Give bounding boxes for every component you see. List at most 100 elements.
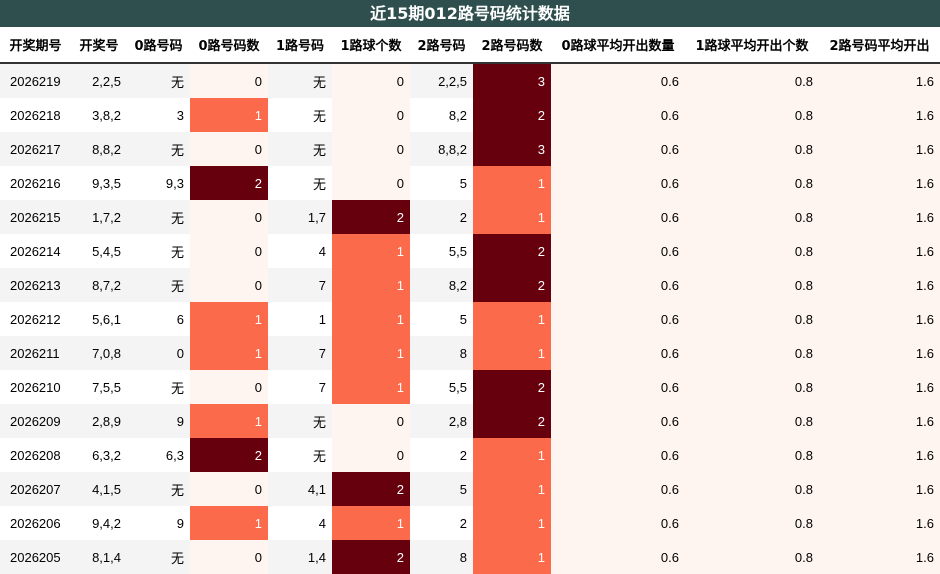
- road1-average-cell: 0.8: [685, 63, 819, 98]
- header-road0-count: 0路号码数: [190, 27, 268, 64]
- road1-numbers-cell: 1: [268, 302, 332, 336]
- road1-average-cell: 0.8: [685, 438, 819, 472]
- table-row: 2026214 5,4,5 无 0 4 1 5,5 2 0.6 0.8 1.6: [0, 234, 940, 268]
- road2-average-cell: 1.6: [819, 472, 940, 506]
- road2-average-cell: 1.6: [819, 63, 940, 98]
- road0-average-cell: 0.6: [551, 302, 685, 336]
- road1-numbers-cell: 无: [268, 132, 332, 166]
- road2-numbers-cell: 5: [410, 302, 473, 336]
- table-title: 近15期012路号码统计数据: [0, 0, 940, 27]
- period-cell: 2026216: [0, 166, 71, 200]
- road0-count-cell: 1: [190, 302, 268, 336]
- road2-numbers-cell: 2: [410, 200, 473, 234]
- draw-cell: 5,4,5: [71, 234, 127, 268]
- header-road0-average: 0路球平均开出数量: [551, 27, 685, 64]
- road1-numbers-cell: 4: [268, 506, 332, 540]
- period-cell: 2026206: [0, 506, 71, 540]
- road1-average-cell: 0.8: [685, 302, 819, 336]
- period-cell: 2026217: [0, 132, 71, 166]
- road0-count-cell: 0: [190, 370, 268, 404]
- road0-average-cell: 0.6: [551, 234, 685, 268]
- road1-average-cell: 0.8: [685, 234, 819, 268]
- road2-average-cell: 1.6: [819, 200, 940, 234]
- road2-numbers-cell: 8: [410, 336, 473, 370]
- road0-count-cell: 0: [190, 132, 268, 166]
- road0-average-cell: 0.6: [551, 132, 685, 166]
- period-cell: 2026215: [0, 200, 71, 234]
- road2-average-cell: 1.6: [819, 336, 940, 370]
- table-row: 2026218 3,8,2 3 1 无 0 8,2 2 0.6 0.8 1.6: [0, 98, 940, 132]
- road1-count-cell: 0: [332, 132, 410, 166]
- road0-numbers-cell: 6,3: [127, 438, 190, 472]
- table-row: 2026217 8,8,2 无 0 无 0 8,8,2 3 0.6 0.8 1.6: [0, 132, 940, 166]
- road2-average-cell: 1.6: [819, 268, 940, 302]
- road1-numbers-cell: 无: [268, 404, 332, 438]
- table-row: 2026210 7,5,5 无 0 7 1 5,5 2 0.6 0.8 1.6: [0, 370, 940, 404]
- period-cell: 2026210: [0, 370, 71, 404]
- draw-cell: 2,8,9: [71, 404, 127, 438]
- road2-count-cell: 2: [473, 268, 551, 302]
- road0-average-cell: 0.6: [551, 63, 685, 98]
- road1-average-cell: 0.8: [685, 268, 819, 302]
- road2-numbers-cell: 8,2: [410, 268, 473, 302]
- header-road2-average: 2路号码平均开出: [819, 27, 940, 64]
- road1-average-cell: 0.8: [685, 132, 819, 166]
- road1-count-cell: 0: [332, 438, 410, 472]
- road1-count-cell: 0: [332, 63, 410, 98]
- table-row: 2026213 8,7,2 无 0 7 1 8,2 2 0.6 0.8 1.6: [0, 268, 940, 302]
- table-row: 2026207 4,1,5 无 0 4,1 2 5 1 0.6 0.8 1.6: [0, 472, 940, 506]
- road2-count-cell: 2: [473, 404, 551, 438]
- road0-average-cell: 0.6: [551, 506, 685, 540]
- road2-count-cell: 2: [473, 98, 551, 132]
- road1-count-cell: 0: [332, 404, 410, 438]
- road2-average-cell: 1.6: [819, 132, 940, 166]
- road2-average-cell: 1.6: [819, 234, 940, 268]
- road0-count-cell: 2: [190, 166, 268, 200]
- table-row: 2026206 9,4,2 9 1 4 1 2 1 0.6 0.8 1.6: [0, 506, 940, 540]
- road1-numbers-cell: 无: [268, 166, 332, 200]
- road2-count-cell: 3: [473, 132, 551, 166]
- road2-count-cell: 3: [473, 63, 551, 98]
- road2-numbers-cell: 8,2: [410, 98, 473, 132]
- header-road1-count: 1路球个数: [332, 27, 410, 64]
- road1-average-cell: 0.8: [685, 166, 819, 200]
- period-cell: 2026212: [0, 302, 71, 336]
- road2-count-cell: 1: [473, 302, 551, 336]
- road2-average-cell: 1.6: [819, 98, 940, 132]
- draw-cell: 3,8,2: [71, 98, 127, 132]
- header-draw: 开奖号: [71, 27, 127, 64]
- road0-count-cell: 0: [190, 540, 268, 574]
- road1-average-cell: 0.8: [685, 506, 819, 540]
- road2-count-cell: 1: [473, 166, 551, 200]
- road0-average-cell: 0.6: [551, 404, 685, 438]
- road2-count-cell: 1: [473, 506, 551, 540]
- road2-numbers-cell: 5,5: [410, 234, 473, 268]
- road2-count-cell: 2: [473, 234, 551, 268]
- road2-numbers-cell: 2: [410, 506, 473, 540]
- road1-numbers-cell: 无: [268, 438, 332, 472]
- road1-count-cell: 0: [332, 166, 410, 200]
- draw-cell: 8,7,2: [71, 268, 127, 302]
- road2-numbers-cell: 2,2,5: [410, 63, 473, 98]
- table-row: 2026211 7,0,8 0 1 7 1 8 1 0.6 0.8 1.6: [0, 336, 940, 370]
- road0-average-cell: 0.6: [551, 336, 685, 370]
- road0-count-cell: 1: [190, 506, 268, 540]
- period-cell: 2026213: [0, 268, 71, 302]
- road0-numbers-cell: 0: [127, 336, 190, 370]
- road2-numbers-cell: 2: [410, 438, 473, 472]
- road2-numbers-cell: 5: [410, 472, 473, 506]
- header-road2-count: 2路号码数: [473, 27, 551, 64]
- road1-numbers-cell: 1,4: [268, 540, 332, 574]
- table-row: 2026209 2,8,9 9 1 无 0 2,8 2 0.6 0.8 1.6: [0, 404, 940, 438]
- period-cell: 2026211: [0, 336, 71, 370]
- road1-numbers-cell: 4: [268, 234, 332, 268]
- road1-count-cell: 1: [332, 234, 410, 268]
- draw-cell: 7,5,5: [71, 370, 127, 404]
- period-cell: 2026208: [0, 438, 71, 472]
- road1-numbers-cell: 无: [268, 98, 332, 132]
- road0-count-cell: 0: [190, 472, 268, 506]
- road2-count-cell: 1: [473, 472, 551, 506]
- table-body: 2026219 2,2,5 无 0 无 0 2,2,5 3 0.6 0.8 1.6 2026218 3,…: [0, 63, 940, 574]
- stats-table: 开奖期号 开奖号 0路号码 0路号码数 1路号码 1路球个数 2路号码 2路号码…: [0, 27, 940, 574]
- draw-cell: 9,3,5: [71, 166, 127, 200]
